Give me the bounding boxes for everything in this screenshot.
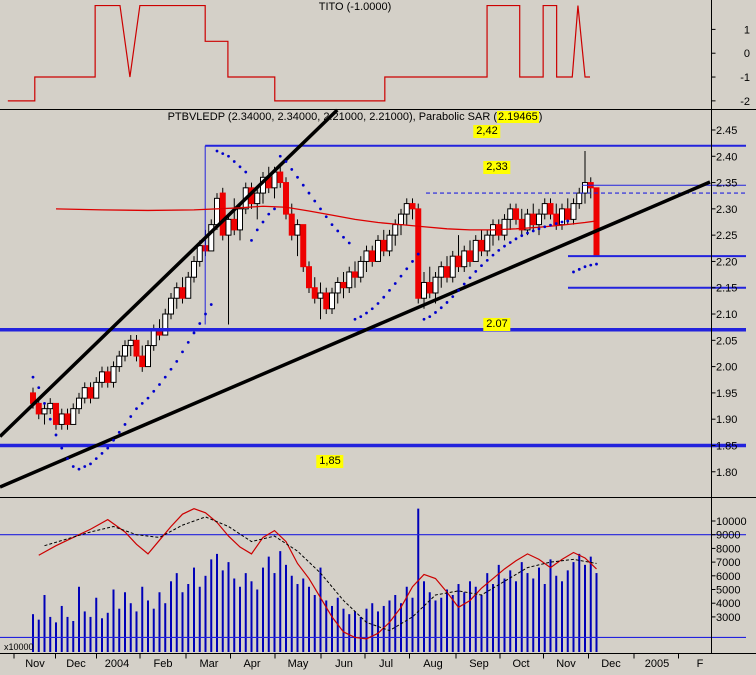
svg-text:Aug: Aug [423,658,443,670]
trend-line-2[interactable] [0,180,711,489]
svg-text:Nov: Nov [556,658,576,670]
price-flag[interactable]: 2.07 [483,318,511,331]
trend-lines[interactable] [0,108,711,489]
svg-text:2.20: 2.20 [716,256,737,268]
tito-title: TITO (-1.0000) [0,1,710,13]
parabolic-sar-dots [31,149,598,471]
price-level-lines[interactable] [0,144,746,448]
price-flag[interactable]: 2,42 [473,125,501,138]
svg-text:0: 0 [744,48,750,60]
svg-text:May: May [288,658,309,670]
svg-text:1: 1 [744,24,750,36]
svg-text:2.15: 2.15 [716,283,737,295]
x-axis-labels: Nov Dec 2004 Feb Mar Apr May Jun Jul Aug Sep Oct Nov… [13,653,704,670]
svg-text:1.90: 1.90 [716,414,737,426]
svg-text:Apr: Apr [243,658,260,670]
svg-text:2004: 2004 [105,658,129,670]
svg-text:2.45: 2.45 [716,125,737,137]
svg-text:2.40: 2.40 [716,151,737,163]
svg-text:2.10: 2.10 [716,309,737,321]
svg-text:4000: 4000 [716,598,740,610]
svg-text:2.30: 2.30 [716,204,737,216]
svg-text:1.95: 1.95 [716,388,737,400]
svg-text:9000: 9000 [716,530,740,542]
svg-text:1.80: 1.80 [716,467,737,479]
svg-text:Oct: Oct [512,658,529,670]
svg-text:2.00: 2.00 [716,362,737,374]
volume-ma-red-line [38,508,597,640]
tito-panel[interactable] [0,0,756,110]
tito-line [7,4,591,102]
price-title-prefix: PTBVLEDP (2.34000, 2.34000, 2.21000, 2.2… [167,111,497,123]
svg-text:1.85: 1.85 [716,440,737,452]
svg-text:3000: 3000 [716,612,740,624]
price-chart-title: PTBVLEDP (2.34000, 2.34000, 2.21000, 2.2… [0,111,710,123]
svg-text:Jul: Jul [379,658,393,670]
svg-text:8000: 8000 [716,543,740,555]
tito-title-text: TITO (-1.0000) [318,1,392,13]
svg-text:-1: -1 [740,72,750,84]
svg-text:Mar: Mar [200,658,219,670]
svg-text:2.25: 2.25 [716,230,737,242]
price-flag[interactable]: 2,33 [483,161,511,174]
panel-borders [0,0,756,654]
svg-text:2.05: 2.05 [716,335,737,347]
price-ma-line [55,205,597,231]
svg-text:10000: 10000 [716,516,747,528]
svg-text:2005: 2005 [645,658,669,670]
svg-text:7000: 7000 [716,557,740,569]
sar-value-highlight: 2.19465 [496,111,539,123]
volume-ma-dashed-line [44,516,597,632]
svg-text:5000: 5000 [716,585,740,597]
svg-text:Sep: Sep [469,658,489,670]
svg-text:Feb: Feb [154,658,173,670]
trend-line-1[interactable] [0,108,339,438]
svg-text:6000: 6000 [716,571,740,583]
svg-text:Dec: Dec [66,658,86,670]
price-title-suffix: ) [538,111,543,123]
svg-text:F: F [697,658,704,670]
volume-scale-note: x10000 [4,642,34,652]
y-axis-labels: 2.45 2.40 2.35 2.30 2.25 2.20 2.15 2.10 2.05 2.00… [711,24,750,624]
svg-text:Dec: Dec [601,658,621,670]
volume-level-lines[interactable] [0,534,746,639]
price-flag[interactable]: 1,85 [316,455,344,468]
svg-text:2.35: 2.35 [716,178,737,190]
svg-text:Nov: Nov [25,658,45,670]
svg-text:Jun: Jun [335,658,353,670]
svg-text:-2: -2 [740,96,750,108]
